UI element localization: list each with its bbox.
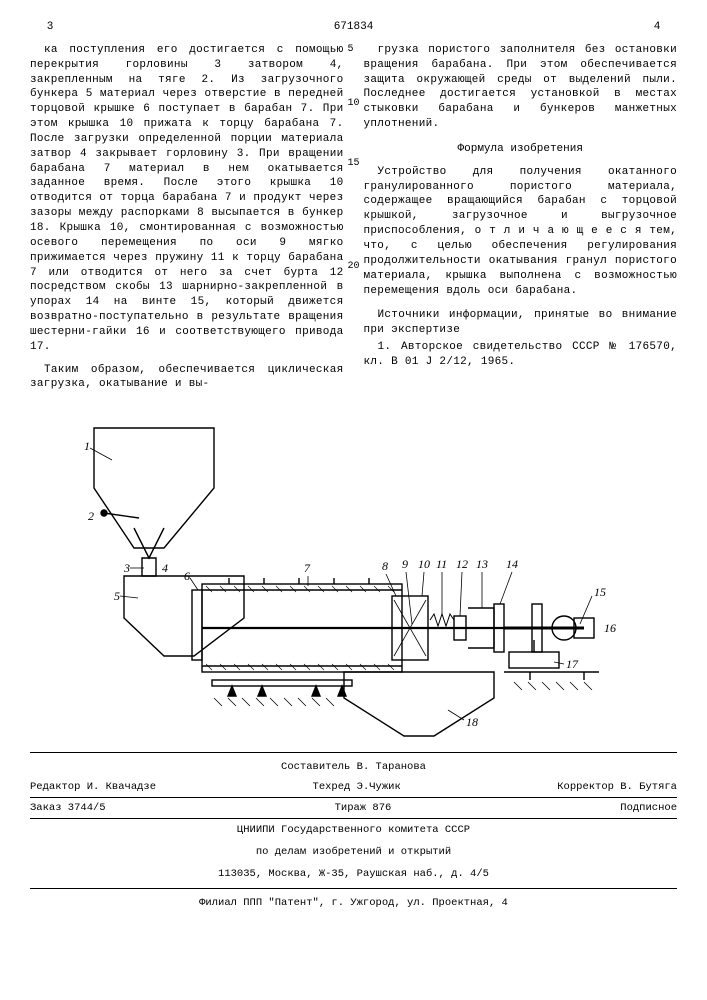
footer-order-row: Заказ 3744/5 Тираж 876 Подписное [30, 797, 677, 819]
footer-tirazh: Тираж 876 [335, 801, 392, 815]
source-1: 1. Авторское свидетельство СССР № 176570… [364, 340, 678, 370]
footer-org1: ЦНИИПИ Государственного комитета СССР [30, 819, 677, 841]
footer-compiler: Составитель В. Таранова [30, 756, 677, 778]
two-column-layout: ка поступления его достигается с помощью… [30, 43, 677, 400]
header-row: 3 671834 4 [30, 20, 677, 35]
sources-title: Источники информации, принятые во вниман… [364, 308, 678, 338]
diagram-label-17: 17 [566, 657, 579, 671]
diagram-label-13: 13 [476, 557, 488, 571]
diagram-label-11: 11 [436, 557, 447, 571]
left-para-2: Таким образом, обеспечивается циклическа… [30, 363, 344, 393]
line-number: 20 [348, 260, 360, 274]
diagram-label-2: 2 [88, 509, 94, 523]
formula-title: Формула изобретения [364, 142, 678, 157]
footer-corrector: Корректор В. Бутяга [557, 780, 677, 794]
diagram-label-16: 16 [604, 621, 616, 635]
line-number: 5 [348, 43, 354, 57]
document-number: 671834 [70, 20, 637, 35]
right-column: 5 грузка пористого заполнителя без остан… [364, 43, 678, 400]
diagram-label-8: 8 [382, 559, 388, 573]
footer-order: Заказ 3744/5 [30, 801, 106, 815]
technical-diagram: 1 2 3 4 5 6 7 8 9 10 11 12 13 14 [64, 418, 644, 738]
footer-org2: по делам изобретений и открытий [30, 841, 677, 863]
page-right-num: 4 [637, 20, 677, 35]
diagram-label-6: 6 [184, 569, 190, 583]
line-number: 10 [348, 97, 360, 111]
diagram-label-12: 12 [456, 557, 468, 571]
footer-subscription: Подписное [620, 801, 677, 815]
sources-block: Источники информации, принятые во вниман… [364, 308, 678, 369]
page-container: 3 671834 4 ка поступления его достигаетс… [0, 0, 707, 934]
right-para-2: Устройство для получения окатанного гран… [364, 165, 678, 299]
right-para-1: грузка пористого заполнителя без останов… [364, 43, 678, 132]
diagram-label-5: 5 [114, 589, 120, 603]
footer-credits-row: Редактор И. Квачадзе Техред Э.Чужик Корр… [30, 778, 677, 796]
page-left-num: 3 [30, 20, 70, 35]
diagram-label-15: 15 [594, 585, 606, 599]
left-column: ка поступления его достигается с помощью… [30, 43, 344, 400]
diagram-label-10: 10 [418, 557, 430, 571]
diagram-label-14: 14 [506, 557, 518, 571]
footer-editor: Редактор И. Квачадзе [30, 780, 156, 794]
diagram-label-18: 18 [466, 715, 478, 729]
footer-techred: Техред Э.Чужик [313, 780, 401, 794]
diagram-label-3: 3 [123, 561, 130, 575]
diagram-label-1: 1 [84, 439, 90, 453]
diagram-label-7: 7 [304, 561, 311, 575]
footer-block: Составитель В. Таранова Редактор И. Квач… [30, 752, 677, 914]
line-number: 15 [348, 157, 360, 171]
left-para-1: ка поступления его достигается с помощью… [30, 43, 344, 355]
footer-branch: Филиал ППП "Патент", г. Ужгород, ул. Про… [30, 892, 677, 914]
footer-address: 113035, Москва, Ж-35, Раушская наб., д. … [30, 863, 677, 885]
diagram-label-9: 9 [402, 557, 408, 571]
diagram-label-4: 4 [162, 561, 168, 575]
